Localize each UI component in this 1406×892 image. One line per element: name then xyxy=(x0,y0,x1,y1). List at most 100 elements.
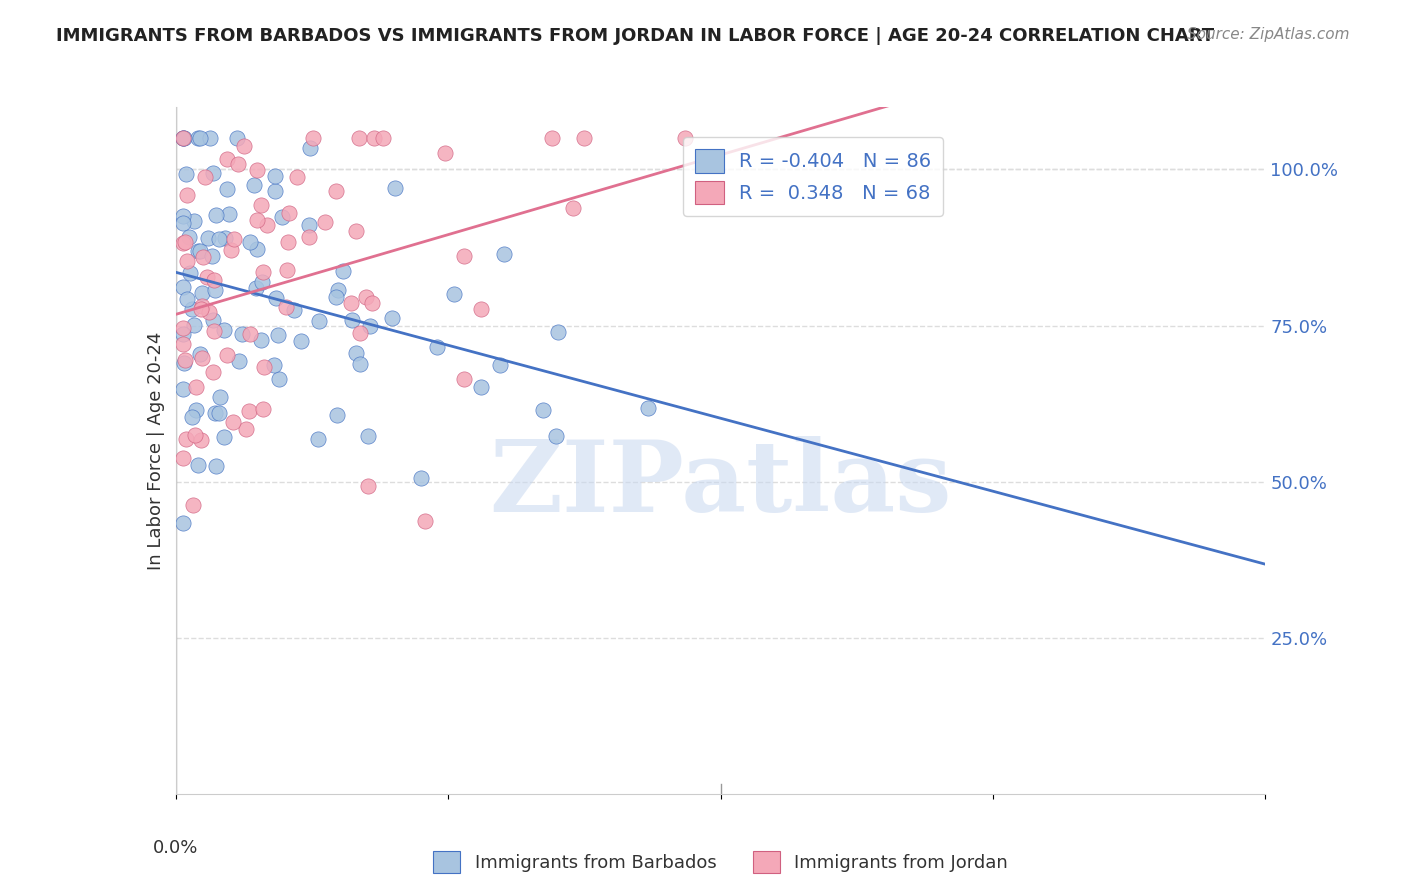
Point xyxy=(197,231,219,245)
Point xyxy=(194,169,217,184)
Point xyxy=(217,348,239,362)
Point xyxy=(531,403,554,417)
Point xyxy=(172,131,194,145)
Point xyxy=(187,244,209,258)
Point xyxy=(188,131,211,145)
Point xyxy=(264,169,287,184)
Point xyxy=(239,327,262,342)
Point xyxy=(308,313,330,327)
Point xyxy=(205,208,228,222)
Point xyxy=(363,131,385,145)
Point xyxy=(347,131,370,145)
Point xyxy=(453,372,475,386)
Point xyxy=(245,281,267,295)
Point xyxy=(637,401,659,415)
Point xyxy=(217,153,239,167)
Point xyxy=(271,210,294,224)
Point xyxy=(181,498,204,512)
Point xyxy=(488,358,510,372)
Point xyxy=(373,131,395,145)
Point xyxy=(172,516,194,530)
Point xyxy=(202,365,225,379)
Point xyxy=(201,249,224,263)
Point xyxy=(290,334,312,348)
Point xyxy=(673,131,696,145)
Point xyxy=(202,273,225,287)
Point xyxy=(222,415,245,429)
Point xyxy=(172,327,194,342)
Point xyxy=(340,296,363,310)
Point xyxy=(359,319,381,334)
Point xyxy=(235,421,257,435)
Point xyxy=(547,326,569,340)
Point xyxy=(190,301,212,316)
Point xyxy=(202,166,225,180)
Point xyxy=(250,198,273,212)
Point xyxy=(226,157,249,171)
Point xyxy=(285,169,308,184)
Point xyxy=(187,458,209,472)
Point xyxy=(202,324,225,338)
Point xyxy=(190,285,212,300)
Point xyxy=(250,275,273,289)
Point xyxy=(172,321,194,335)
Point xyxy=(218,206,240,220)
Point xyxy=(250,333,273,347)
Point xyxy=(176,254,198,268)
Point xyxy=(328,284,350,298)
Point xyxy=(325,184,347,198)
Point xyxy=(238,404,260,418)
Point xyxy=(413,515,436,529)
Point xyxy=(253,360,276,375)
Text: Source: ZipAtlas.com: Source: ZipAtlas.com xyxy=(1187,27,1350,42)
Point xyxy=(179,266,201,280)
Point xyxy=(176,292,198,306)
Point xyxy=(183,214,205,228)
Point xyxy=(256,218,278,232)
Point xyxy=(443,287,465,301)
Point xyxy=(246,162,269,177)
Point xyxy=(190,299,212,313)
Point xyxy=(298,229,321,244)
Point xyxy=(187,131,209,145)
Point xyxy=(173,353,195,368)
Point xyxy=(274,300,297,314)
Point xyxy=(243,178,266,193)
Point xyxy=(298,218,321,232)
Point xyxy=(202,313,225,327)
Point xyxy=(188,347,211,361)
Point xyxy=(266,328,288,343)
Point xyxy=(492,247,515,261)
Point xyxy=(208,390,231,404)
Point xyxy=(426,340,449,354)
Point xyxy=(349,326,371,340)
Point xyxy=(228,353,250,368)
Point xyxy=(173,131,195,145)
Point xyxy=(342,313,364,327)
Point xyxy=(172,383,194,397)
Point xyxy=(172,337,194,351)
Point xyxy=(172,280,194,294)
Legend: Immigrants from Barbados, Immigrants from Jordan: Immigrants from Barbados, Immigrants fro… xyxy=(426,844,1015,880)
Text: 0.0%: 0.0% xyxy=(153,838,198,856)
Point xyxy=(215,182,238,196)
Point xyxy=(181,410,204,425)
Point xyxy=(183,318,205,332)
Point xyxy=(302,131,325,145)
Point xyxy=(191,250,214,264)
Point xyxy=(574,131,596,145)
Point xyxy=(184,403,207,417)
Point xyxy=(384,181,406,195)
Point xyxy=(349,357,371,371)
Point xyxy=(264,184,287,198)
Point xyxy=(277,205,299,219)
Point xyxy=(252,265,274,279)
Point xyxy=(344,346,367,360)
Point xyxy=(174,167,197,181)
Point xyxy=(470,302,492,317)
Point xyxy=(212,430,235,444)
Point xyxy=(239,235,262,249)
Point xyxy=(562,201,585,215)
Point xyxy=(190,433,212,447)
Point xyxy=(172,236,194,251)
